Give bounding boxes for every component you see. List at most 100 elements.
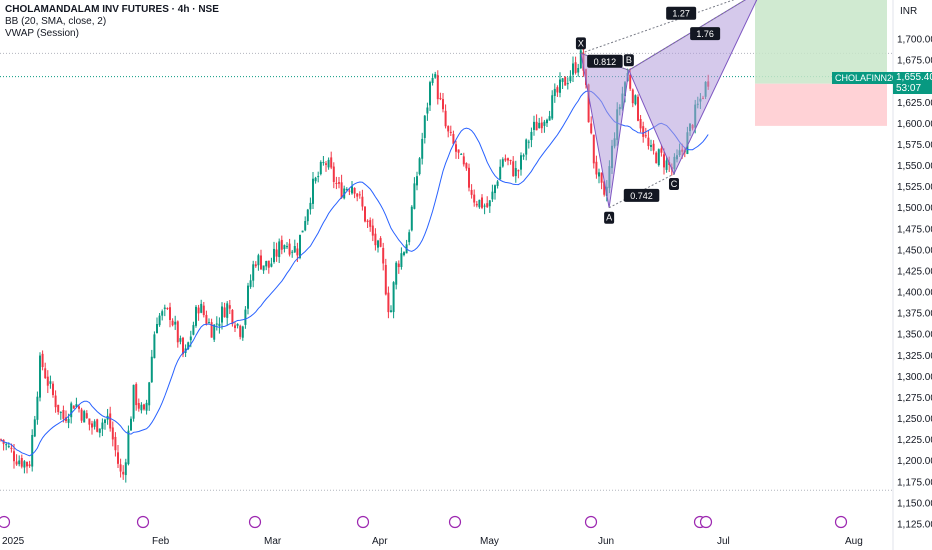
candle-up	[31, 435, 34, 467]
candle-down	[223, 307, 226, 318]
candle-up	[421, 138, 424, 159]
candle-up	[491, 191, 494, 200]
candle-down	[660, 148, 663, 153]
point-label-box	[623, 54, 634, 67]
time-axis: 2025 Feb Mar Apr May Jun Jul Aug	[0, 515, 863, 547]
indicator-bollinger-label[interactable]: BB (20, SMA, close, 2)	[5, 16, 107, 27]
candle-down	[652, 143, 655, 151]
candle-down	[122, 471, 125, 475]
price-tick-label: 1,250.00	[897, 414, 932, 425]
candle-up	[257, 255, 260, 266]
price-tick-label: 1,500.00	[897, 203, 932, 214]
candle-up	[418, 158, 421, 175]
candle-up	[293, 246, 296, 253]
price-tick-label: 1,175.00	[897, 477, 932, 488]
candle-down	[556, 87, 559, 93]
candle-down	[647, 137, 650, 147]
candle-down	[590, 123, 593, 134]
candle-up	[101, 422, 104, 430]
candle-up	[416, 176, 418, 186]
candle-up	[150, 356, 153, 383]
event-marker-icon	[136, 515, 150, 529]
candle-up	[299, 234, 301, 258]
candle-down	[62, 410, 65, 419]
candle-up	[579, 50, 582, 69]
indicator-vwap-label[interactable]: VWAP (Session)	[5, 28, 79, 39]
candle-up	[200, 303, 203, 313]
candle-up	[273, 248, 275, 263]
candle-up	[548, 116, 551, 121]
candle-up	[559, 79, 561, 93]
candle-up	[36, 396, 39, 420]
candle-down	[455, 144, 457, 152]
last-price-badge: 1,655.40 53:07	[893, 71, 932, 94]
candle-up	[314, 177, 317, 182]
candle-down	[358, 194, 361, 196]
candle-up	[301, 230, 304, 233]
candle-up	[291, 251, 294, 253]
candle-down	[470, 189, 473, 195]
chart-grid	[0, 52, 893, 491]
candle-down	[379, 238, 382, 247]
price-tick-label: 1,425.00	[897, 266, 932, 277]
profit-target-zone	[755, 0, 887, 84]
candle-up	[390, 310, 392, 312]
candle-down	[655, 152, 658, 164]
candle-down	[449, 131, 452, 133]
candle-down	[374, 233, 377, 246]
candle-up	[345, 188, 348, 190]
candle-down	[231, 309, 234, 325]
event-marker-icon	[584, 515, 598, 529]
candle-up	[132, 384, 135, 419]
candle-down	[382, 247, 385, 264]
candle-down	[205, 314, 208, 324]
candle-up	[5, 444, 8, 446]
candle-down	[595, 161, 598, 175]
candle-up	[634, 95, 637, 105]
candle-down	[117, 452, 119, 464]
candle-up	[70, 403, 73, 418]
currency-label[interactable]: INR	[900, 6, 918, 17]
candle-down	[462, 156, 465, 165]
candle-up	[49, 381, 52, 384]
time-tick-label: Jun	[598, 536, 614, 547]
candle-up	[546, 119, 548, 124]
candle-down	[509, 159, 512, 161]
candle-down	[486, 203, 489, 208]
candle-up	[278, 241, 281, 258]
candle-down	[114, 436, 117, 451]
candle-up	[174, 321, 177, 325]
last-price-value: 1,655.40	[896, 71, 932, 83]
candle-up	[39, 355, 41, 398]
time-tick-label: Feb	[152, 536, 170, 547]
point-label-text: A	[606, 213, 612, 223]
event-marker-icon	[248, 515, 262, 529]
candle-down	[41, 353, 44, 367]
candle-down	[109, 413, 112, 429]
candle-up	[483, 205, 486, 207]
point-label-box	[575, 37, 586, 50]
price-tick-label: 1,350.00	[897, 330, 932, 341]
candle-down	[444, 110, 447, 127]
pattern-point-b: B	[623, 54, 634, 67]
candle-down	[72, 405, 75, 409]
candle-down	[338, 182, 340, 184]
candle-up	[650, 145, 652, 147]
candle-down	[644, 135, 647, 137]
candle-down	[267, 260, 270, 268]
price-tick-label: 1,550.00	[897, 161, 932, 172]
point-label-text: B	[626, 55, 632, 65]
time-tick-label: Jul	[717, 536, 730, 547]
symbol-price-tag: CHOLAFINN2025	[832, 71, 911, 84]
candle-up	[377, 240, 379, 248]
candle-up	[429, 82, 431, 106]
candle-up	[23, 461, 26, 468]
candle-up	[124, 462, 127, 476]
candle-up	[400, 253, 403, 267]
candle-up	[158, 315, 161, 326]
candle-up	[163, 307, 166, 309]
candle-up	[561, 78, 564, 82]
time-tick-label: May	[480, 536, 499, 547]
